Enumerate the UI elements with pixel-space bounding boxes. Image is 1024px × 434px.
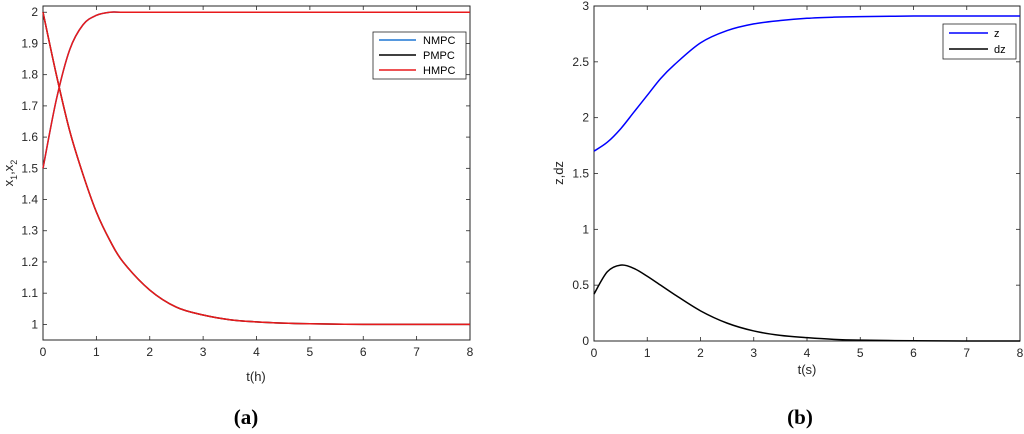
caption-a: (a) xyxy=(234,405,259,429)
series-a xyxy=(42,11,470,326)
y-tick-label-a-1: 1.1 xyxy=(21,286,38,300)
series-line-a-curve-3 xyxy=(42,12,470,326)
y-axis-label-a-sub2: 2 xyxy=(9,160,19,165)
y-tick-label-a-5: 1.5 xyxy=(21,161,38,175)
legend-label-pmpc: PMPC xyxy=(423,50,455,62)
panel-a: 0 1 2 3 4 5 6 7 811.11.21.31.41.51.61.71.81.92 t… xyxy=(1,5,474,429)
y-tick-label-a-6: 1.6 xyxy=(21,130,38,144)
legend-label-nmpc: NMPC xyxy=(423,35,455,47)
y-axis-label-a-sep: ,x xyxy=(1,164,16,175)
y-tick-label-a-3: 1.3 xyxy=(21,224,38,238)
y-tick-label-a-10: 2 xyxy=(31,5,38,19)
y-tick-label-a-4: 1.4 xyxy=(21,193,38,207)
x-tick-label-b-0: 0 xyxy=(591,346,598,360)
y-tick-label-a-8: 1.8 xyxy=(21,68,38,82)
series-b xyxy=(593,15,1021,342)
x-tick-label-a-5: 5 xyxy=(307,345,314,359)
panel-b: 0 1 2 3 4 5 6 7 8 0 0.5 1 1.5 2 2.5 3 t(s) z,dz z dz (b… xyxy=(551,0,1024,429)
x-tick-label-a-4: 4 xyxy=(253,345,260,359)
x-tick-label-a-8: 8 xyxy=(467,345,474,359)
y-tick-label-b-3: 1.5 xyxy=(572,167,589,181)
grid-ticks-b: 0 1 2 3 4 5 6 7 8 0 0.5 1 1.5 2 2.5 3 xyxy=(572,0,1023,360)
legend-box-b xyxy=(942,23,1017,60)
series-line-a-hmpc xyxy=(42,11,470,169)
legend-a: NMPC PMPC HMPC xyxy=(372,31,467,80)
legend-b: z dz xyxy=(942,23,1017,60)
plot-area-b xyxy=(593,5,1021,342)
legend-label-hmpc: HMPC xyxy=(423,65,455,77)
x-tick-label-a-2: 2 xyxy=(146,345,153,359)
y-tick-label-a-2: 1.2 xyxy=(21,255,38,269)
y-axis-label-a: x1,x2 xyxy=(1,160,19,187)
y-tick-label-a-7: 1.7 xyxy=(21,99,38,113)
legend-label-z: z xyxy=(994,28,1000,40)
y-tick-label-b-1: 0.5 xyxy=(572,278,589,292)
y-tick-label-b-0: 0 xyxy=(582,334,589,348)
x-tick-label-a-3: 3 xyxy=(200,345,207,359)
x-axis-label-a: t(h) xyxy=(246,369,266,384)
series-line-b-z xyxy=(593,15,1020,152)
legend-label-dz: dz xyxy=(994,44,1006,56)
x-tick-label-b-5: 5 xyxy=(857,346,864,360)
caption-b: (b) xyxy=(787,405,813,429)
x-tick-label-b-8: 8 xyxy=(1017,346,1024,360)
y-axis-label-a-sub1: 1 xyxy=(9,175,19,180)
x-tick-label-b-1: 1 xyxy=(644,346,651,360)
y-tick-label-b-5: 2.5 xyxy=(572,55,589,69)
series-line-b-dz xyxy=(593,264,1021,342)
y-tick-label-b-6: 3 xyxy=(582,0,589,13)
y-axis-label-a-main: x xyxy=(1,179,16,186)
x-tick-label-b-2: 2 xyxy=(697,346,704,360)
grid-ticks-a: 0 1 2 3 4 5 6 7 811.11.21.31.41.51.61.71.81.92 xyxy=(21,5,473,359)
x-tick-label-a-6: 6 xyxy=(360,345,367,359)
x-tick-label-b-7: 7 xyxy=(963,346,970,360)
x-tick-label-a-7: 7 xyxy=(413,345,420,359)
x-tick-label-b-3: 3 xyxy=(750,346,757,360)
x-tick-label-a-1: 1 xyxy=(93,345,100,359)
y-tick-label-b-2: 1 xyxy=(582,222,589,236)
y-axis-label-b: z,dz xyxy=(551,161,566,185)
x-axis-label-b: t(s) xyxy=(798,362,817,377)
y-tick-label-a-9: 1.9 xyxy=(21,36,38,50)
x-tick-label-b-4: 4 xyxy=(804,346,811,360)
y-tick-label-b-4: 2 xyxy=(582,111,589,125)
x-tick-label-a-0: 0 xyxy=(40,345,47,359)
x-tick-label-b-6: 6 xyxy=(910,346,917,360)
y-tick-label-a-0: 1 xyxy=(31,317,38,331)
